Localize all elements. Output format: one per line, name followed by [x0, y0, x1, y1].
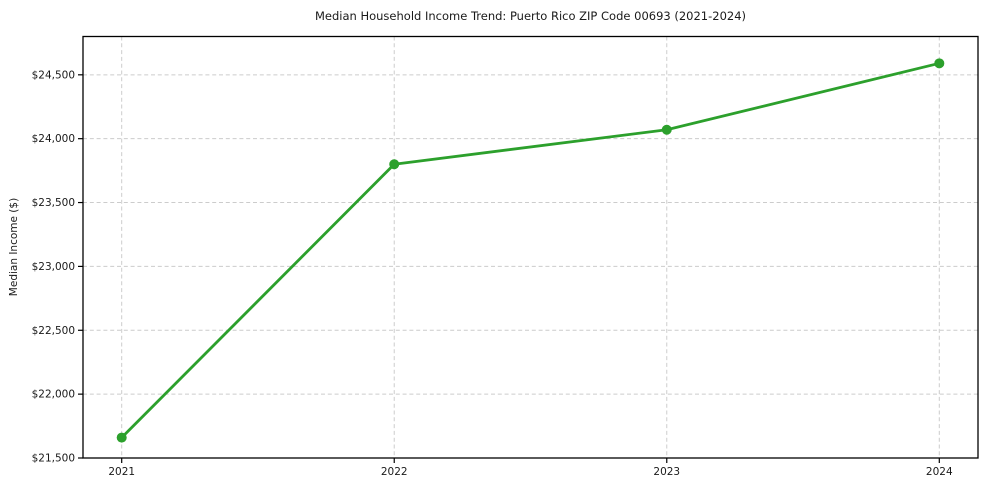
plot-frame [82, 35, 979, 459]
y-tick-label: $21,500 [32, 453, 75, 465]
x-tick-label: 2021 [108, 466, 135, 478]
y-tick-label: $23,500 [32, 197, 75, 209]
chart-title: Median Household Income Trend: Puerto Ri… [314, 9, 747, 23]
y-axis-label: Median Income ($) [8, 197, 20, 297]
x-tick-label: 2023 [653, 466, 680, 478]
y-tick-label: $24,500 [32, 69, 75, 81]
data-point-2024 [934, 58, 945, 69]
y-tick-label: $22,500 [32, 325, 75, 337]
x-tick-label: 2024 [926, 466, 953, 478]
data-point-2021 [116, 432, 127, 443]
data-line [120, 61, 941, 439]
data-point-2023 [661, 124, 672, 135]
x-tick-label: 2022 [381, 466, 408, 478]
y-tick-label: $23,000 [32, 261, 75, 273]
y-tick-label: $24,000 [32, 133, 75, 145]
data-point-2022 [389, 159, 400, 170]
y-tick-label: $22,000 [32, 389, 75, 401]
